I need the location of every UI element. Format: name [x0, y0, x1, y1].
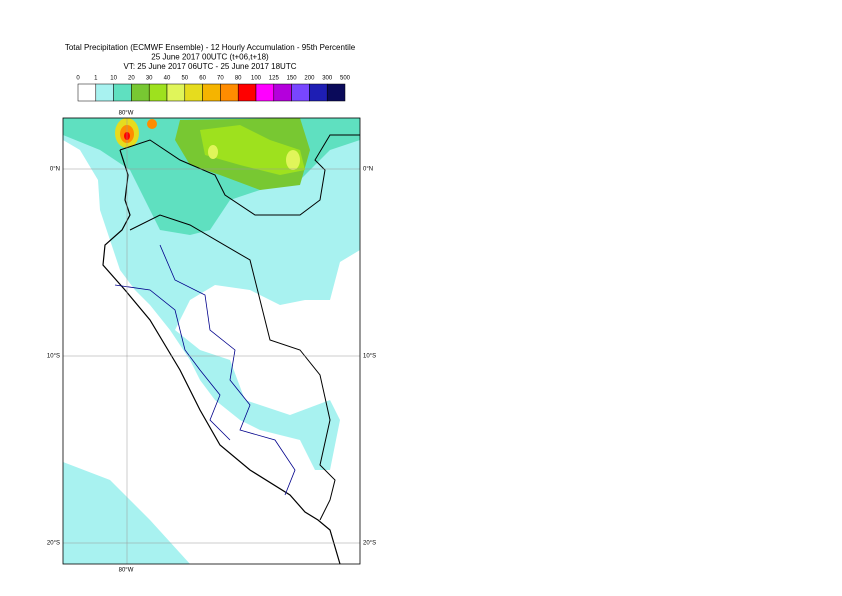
legend-swatch	[166, 83, 186, 102]
lat-label: 10°S	[363, 354, 376, 360]
legend-label: 200	[304, 76, 315, 82]
legend-swatch	[273, 83, 292, 102]
legend-label: 80	[235, 76, 242, 82]
legend-label: 40	[164, 76, 171, 82]
legend-swatch	[95, 83, 114, 102]
legend-swatch	[202, 83, 221, 102]
region-border	[114, 284, 231, 441]
legend-label: 300	[322, 76, 333, 82]
map-frame	[62, 117, 361, 565]
legend-swatch	[220, 83, 239, 102]
legend-swatch	[309, 83, 328, 102]
title-line: Total Precipitation (ECMWF Ensemble) - 1…	[65, 43, 356, 52]
lat-label: 10°S	[47, 354, 60, 360]
legend-label: 60	[199, 76, 206, 82]
precip-orange	[147, 119, 157, 129]
precip-light	[63, 462, 190, 564]
legend-swatch	[184, 83, 203, 102]
legend-label: 50	[181, 76, 188, 82]
coastline	[102, 149, 341, 564]
precip-yellow	[286, 150, 300, 170]
legend-swatch	[113, 83, 132, 102]
precip-yellow	[208, 145, 218, 159]
lon-label: 80°W	[119, 111, 134, 117]
legend-label: 20	[128, 76, 135, 82]
legend-label: 1	[94, 76, 98, 82]
lat-label: 20°S	[363, 541, 376, 547]
legend-swatch	[291, 83, 310, 102]
legend-label: 70	[217, 76, 224, 82]
header: Total Precipitation (ECMWF Ensemble) - 1…	[65, 43, 356, 71]
precip-green	[200, 125, 305, 175]
region-border	[159, 244, 296, 496]
legend-swatch	[77, 83, 97, 102]
legend-label: 30	[146, 76, 153, 82]
legend-swatch	[237, 83, 257, 102]
legend-label: 100	[251, 76, 262, 82]
legend-swatch	[148, 83, 168, 102]
lat-label: 20°S	[47, 541, 60, 547]
legend-swatch	[131, 83, 150, 102]
lon-label: 80°W	[119, 568, 134, 574]
graticule: 80°W 80°W 0°N 0°N 10°S 10°S 20°S 20°S	[47, 111, 376, 574]
precip-light	[63, 118, 360, 470]
legend-label: 0	[76, 76, 80, 82]
legend-label: 10	[110, 76, 117, 82]
legend: 0 1 10 20 30 40 50 60 70 80 100 125 150 200 300 500	[76, 76, 351, 102]
legend-label: 150	[287, 76, 298, 82]
lat-label: 0°N	[50, 167, 60, 173]
legend-swatch	[326, 83, 346, 102]
border	[129, 214, 336, 521]
map	[63, 118, 360, 564]
border	[119, 134, 360, 216]
lat-label: 0°N	[363, 167, 373, 173]
legend-swatch	[255, 83, 275, 102]
title-line: VT: 25 June 2017 06UTC - 25 June 2017 18…	[124, 62, 297, 71]
title-line: 25 June 2017 00UTC (t+06,t+18)	[151, 53, 269, 62]
legend-label: 125	[269, 76, 280, 82]
legend-label: 500	[340, 76, 351, 82]
